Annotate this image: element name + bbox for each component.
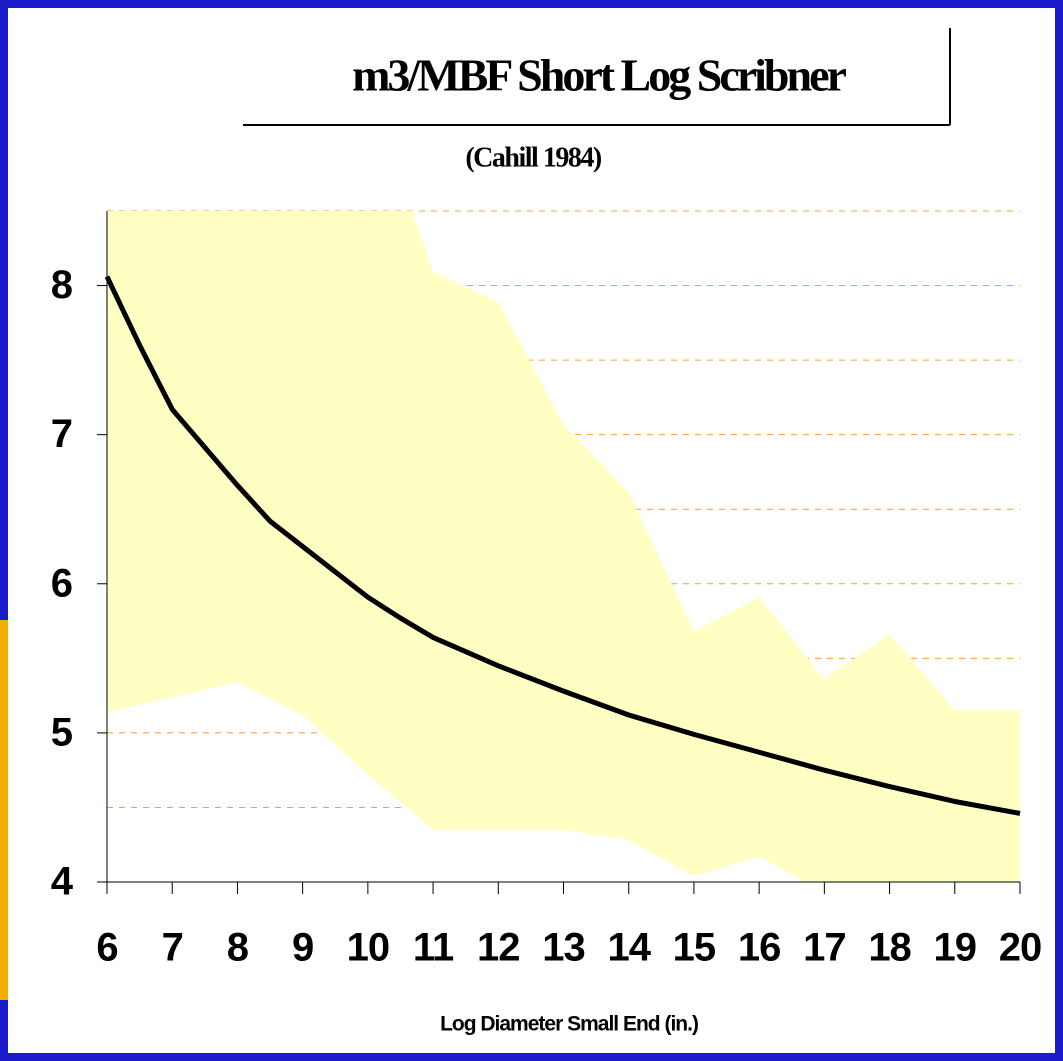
x-axis-label: Log Diameter Small End (in.) <box>440 1013 698 1036</box>
x-tick-label: 18 <box>868 926 911 970</box>
x-tick-label: 16 <box>738 926 781 970</box>
x-tick-label: 20 <box>999 926 1042 970</box>
x-tick-label: 6 <box>96 926 117 970</box>
x-tick-label: 13 <box>542 926 585 970</box>
x-tick-label: 12 <box>477 926 520 970</box>
x-tick-label: 19 <box>934 926 977 970</box>
range-band <box>107 211 1020 882</box>
y-tick-label: 6 <box>51 561 72 605</box>
side-strip <box>0 620 10 1000</box>
x-tick-label: 10 <box>347 926 390 970</box>
x-tick-label: 15 <box>673 926 716 970</box>
x-tick-label: 8 <box>227 926 249 970</box>
x-tick-label: 17 <box>803 926 846 970</box>
y-tick-label: 7 <box>51 412 72 456</box>
chart-title: m3/MBF Short Log Scribner <box>352 50 846 101</box>
x-tick-label: 11 <box>413 926 454 970</box>
chart-subtitle: (Cahill 1984) <box>465 142 601 173</box>
y-tick-label: 4 <box>51 860 74 904</box>
y-tick-label: 5 <box>51 710 73 754</box>
x-tick-label: 14 <box>607 926 651 970</box>
y-tick-label: 8 <box>51 263 73 307</box>
x-tick-label: 9 <box>292 926 313 970</box>
x-tick-label: 7 <box>162 926 183 970</box>
curve <box>104 275 1021 816</box>
